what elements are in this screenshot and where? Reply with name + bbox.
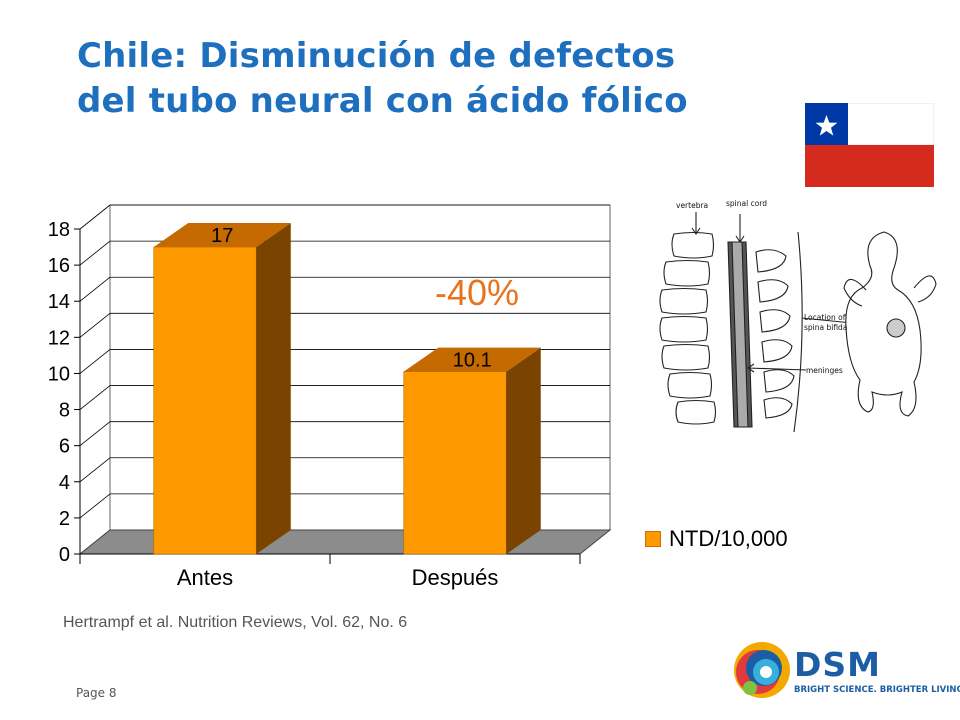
label-vertebra: vertebra bbox=[676, 201, 708, 210]
gridline-side bbox=[79, 276, 111, 302]
bar-side bbox=[506, 347, 541, 554]
logo-tagline: BRIGHT SCIENCE. BRIGHTER LIVING. bbox=[794, 685, 960, 695]
y-tick-label: 16 bbox=[48, 255, 70, 277]
y-tick-label: 6 bbox=[59, 436, 70, 458]
data-label: 10.1 bbox=[453, 350, 492, 372]
chart-side-wall bbox=[79, 203, 111, 556]
change-annotation: -40% bbox=[435, 272, 519, 313]
title-line-2: del tubo neural con ácido fólico bbox=[77, 81, 688, 121]
y-tick-label: 14 bbox=[48, 291, 70, 313]
label-meninges: meninges bbox=[806, 366, 843, 375]
chile-flag-icon bbox=[805, 103, 934, 187]
y-tick-label: 4 bbox=[59, 472, 70, 494]
gridline-side bbox=[79, 240, 111, 266]
x-tick-label: Antes bbox=[177, 565, 233, 590]
bar-chart: 0 2 4 6 8 10 12 14 16 18 17 Antes 10.1 Después -40% bbox=[48, 203, 612, 590]
spina-bifida-diagram: vertebra spinal cord Location of spina b… bbox=[659, 199, 937, 433]
gridline-side bbox=[79, 493, 111, 519]
y-tick-label: 12 bbox=[48, 327, 70, 349]
bar-front bbox=[153, 246, 257, 555]
gridline-side bbox=[79, 421, 111, 446]
gridline-side bbox=[79, 313, 111, 338]
y-tick-label: 2 bbox=[59, 508, 70, 530]
chart-legend: NTD/10,000 bbox=[645, 526, 788, 551]
y-tick-label: 8 bbox=[59, 400, 70, 422]
gridline-side bbox=[79, 385, 111, 410]
logo-wordmark: DSM bbox=[794, 645, 881, 684]
label-spina-bifida: spina bifida bbox=[804, 323, 847, 332]
x-tick-label: Después bbox=[412, 565, 499, 590]
title-line-1: Chile: Disminución de defectos bbox=[77, 36, 676, 76]
y-tick-label: 10 bbox=[48, 363, 70, 385]
bar-front bbox=[403, 371, 507, 555]
label-spinal-cord: spinal cord bbox=[726, 199, 767, 208]
slide-title: Chile: Disminución de defectos del tubo … bbox=[77, 34, 777, 124]
label-location: Location of bbox=[804, 313, 846, 322]
bar-side bbox=[256, 223, 291, 555]
citation: Hertrampf et al. Nutrition Reviews, Vol.… bbox=[63, 614, 408, 631]
bar-top bbox=[153, 223, 291, 248]
y-tick-label: 18 bbox=[48, 219, 70, 241]
dsm-logo-icon bbox=[734, 642, 790, 698]
gridline-side bbox=[79, 457, 111, 483]
gridline-side bbox=[79, 349, 111, 374]
y-tick-label: 0 bbox=[59, 544, 70, 566]
page-number: Page 8 bbox=[76, 686, 117, 700]
legend-swatch bbox=[645, 531, 661, 547]
gridline-side bbox=[79, 204, 111, 230]
data-label: 17 bbox=[211, 225, 233, 247]
bar-top bbox=[403, 347, 541, 372]
legend-label: NTD/10,000 bbox=[669, 526, 788, 551]
